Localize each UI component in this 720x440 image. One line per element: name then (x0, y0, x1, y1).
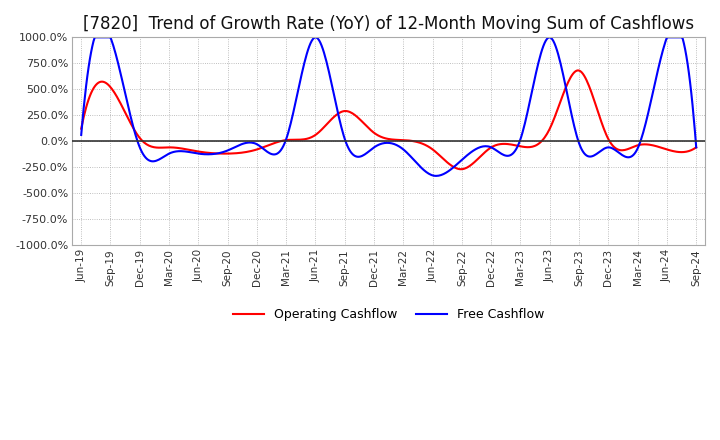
Legend: Operating Cashflow, Free Cashflow: Operating Cashflow, Free Cashflow (228, 303, 549, 326)
Operating Cashflow (583, 80, 592, 85)
Free Cashflow (583, 154, 592, 159)
Free Cashflow (374, 142, 382, 147)
Title: [7820]  Trend of Growth Rate (YoY) of 12-Month Moving Sum of Cashflows: [7820] Trend of Growth Rate (YoY) of 12-… (83, 15, 694, 33)
Line: Operating Cashflow: Operating Cashflow (81, 70, 696, 169)
Free Cashflow (680, 41, 688, 46)
Operating Cashflow (680, 150, 688, 155)
Free Cashflow (432, 173, 441, 179)
Operating Cashflow (373, 132, 382, 137)
Operating Cashflow (443, 160, 451, 165)
Operating Cashflow (456, 167, 465, 172)
Free Cashflow (692, 145, 701, 150)
Operating Cashflow (369, 130, 377, 135)
Free Cashflow (77, 132, 86, 138)
Operating Cashflow (77, 126, 86, 131)
Free Cashflow (411, 159, 420, 164)
Free Cashflow (91, 35, 99, 40)
Free Cashflow (446, 168, 454, 173)
Operating Cashflow (692, 145, 701, 150)
Free Cashflow (370, 144, 379, 150)
Operating Cashflow (574, 68, 582, 73)
Line: Free Cashflow: Free Cashflow (81, 37, 696, 176)
Operating Cashflow (410, 139, 418, 144)
